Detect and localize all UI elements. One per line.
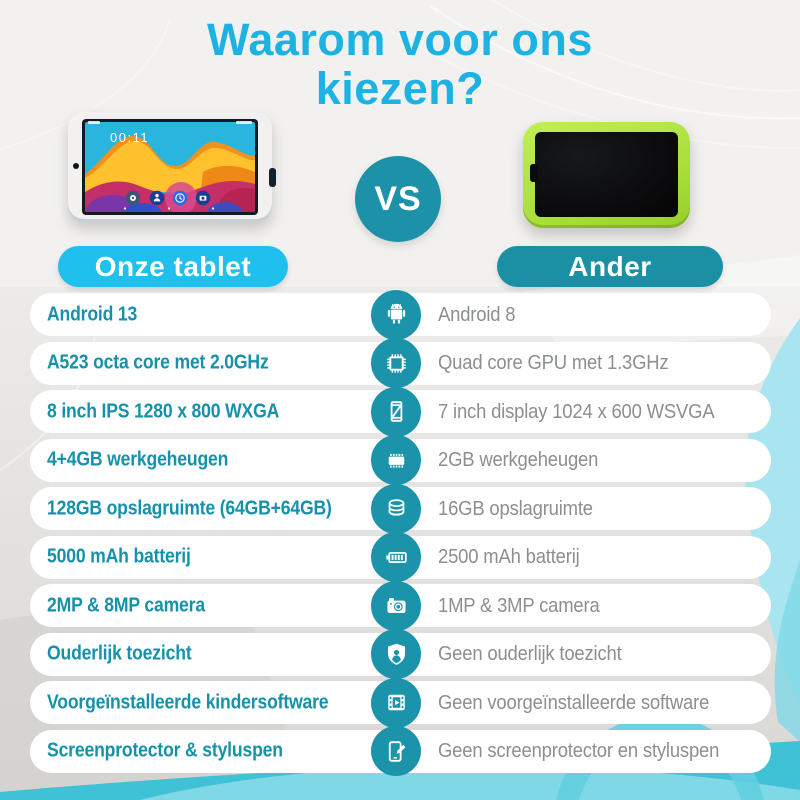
tablet-clock: 00:11 — [110, 130, 150, 145]
comparison-row-cpu: A523 octa core met 2.0GHz Quad core GPU … — [30, 338, 771, 388]
our-spec-battery: 5000 mAh batterij — [47, 545, 191, 568]
our-product-label-text: Onze tablet — [94, 250, 252, 282]
kids-software-icon — [371, 677, 421, 728]
comparison-row-accessories: Screenprotector & styluspen Geen screenp… — [30, 726, 771, 776]
other-spec-accessories: Geen screenprotector en styluspen — [438, 739, 720, 762]
our-tablet-image: 00:11 — [68, 112, 276, 222]
comparison-row-battery: 5000 mAh batterij 2500 mAh batterij — [30, 532, 771, 582]
parental-control-icon — [371, 629, 421, 679]
our-spec-accessories: Screenprotector & styluspen — [47, 739, 283, 762]
title-line-1: Waarom voor ons — [207, 14, 593, 65]
vs-label: VS — [374, 179, 422, 218]
other-product-label-text: Ander — [568, 250, 652, 282]
front-camera-dot — [73, 163, 79, 169]
other-tablet-image — [523, 122, 690, 228]
other-spec-parental: Geen ouderlijk toezicht — [438, 642, 622, 665]
other-spec-software: Geen voorgeïnstalleerde software — [438, 690, 710, 714]
wallpaper-image — [85, 122, 255, 212]
side-button — [269, 168, 276, 187]
our-product-label: Onze tablet — [58, 246, 288, 287]
other-spec-cpu: Quad core GPU met 1.3GHz — [438, 351, 669, 374]
page-title: Waarom voor ons kiezen? — [0, 14, 800, 114]
other-spec-camera: 1MP & 3MP camera — [438, 593, 600, 617]
other-spec-os: Android 8 — [438, 302, 516, 326]
ram-icon — [371, 435, 421, 485]
stylus-icon — [371, 726, 421, 776]
status-bar-right — [236, 121, 252, 124]
vs-badge: VS — [355, 156, 441, 242]
other-product-label: Ander — [497, 246, 723, 287]
status-bar-left — [88, 121, 100, 124]
title-line-2: kiezen? — [315, 62, 485, 114]
cpu-icon — [371, 338, 421, 388]
our-spec-parental: Ouderlijk toezicht — [47, 642, 192, 665]
app-icons-row — [125, 190, 211, 206]
other-spec-battery: 2500 mAh batterij — [438, 545, 580, 568]
our-tablet-screen: 00:11 — [82, 119, 258, 215]
battery-icon — [371, 532, 421, 582]
our-spec-cpu: A523 octa core met 2.0GHz — [47, 351, 269, 374]
comparison-table: Android 13 Android 8 A523 octa core met — [30, 289, 771, 776]
camera-notch — [530, 164, 538, 182]
other-spec-ram: 2GB werkgeheugen — [438, 448, 599, 471]
storage-icon — [371, 483, 421, 534]
comparison-row-camera: 2MP & 8MP camera 1MP & 3MP camera — [30, 580, 771, 631]
comparison-row-software: Voorgeïnstalleerde kindersoftware Geen v… — [30, 677, 771, 728]
camera-icon — [371, 580, 421, 631]
comparison-row-storage: 128GB opslagruimte (64GB+64GB) 16GB opsl… — [30, 483, 771, 534]
comparison-row-parental: Ouderlijk toezicht Geen ouderlijk toezic… — [30, 629, 771, 679]
other-spec-storage: 16GB opslagruimte — [438, 496, 593, 520]
our-spec-ram: 4+4GB werkgeheugen — [47, 448, 229, 471]
android-icon — [371, 289, 421, 340]
our-spec-software: Voorgeïnstalleerde kindersoftware — [47, 691, 329, 713]
comparison-row-display: 8 inch IPS 1280 x 800 WXGA 7 inch displa… — [30, 386, 771, 437]
comparison-row-os: Android 13 Android 8 — [30, 289, 771, 340]
comparison-row-ram: 4+4GB werkgeheugen 2GB werkgeheugen — [30, 435, 771, 485]
our-spec-storage: 128GB opslagruimte (64GB+64GB) — [47, 497, 332, 519]
our-spec-os: Android 13 — [47, 303, 138, 325]
our-spec-camera: 2MP & 8MP camera — [47, 594, 205, 616]
display-icon — [371, 386, 421, 437]
our-spec-display: 8 inch IPS 1280 x 800 WXGA — [47, 400, 280, 422]
other-tablet-screen — [530, 132, 678, 217]
other-spec-display: 7 inch display 1024 x 600 WSVGA — [438, 399, 715, 423]
